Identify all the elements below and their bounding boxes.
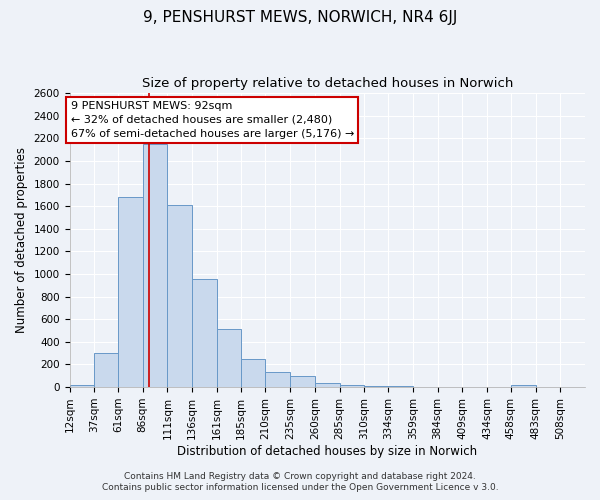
Bar <box>217 330 241 387</box>
Bar <box>463 386 487 387</box>
Bar <box>315 383 340 387</box>
Bar <box>70 385 94 387</box>
Bar <box>511 386 536 387</box>
Text: 9 PENSHURST MEWS: 92sqm
← 32% of detached houses are smaller (2,480)
67% of semi: 9 PENSHURST MEWS: 92sqm ← 32% of detache… <box>71 101 354 139</box>
Y-axis label: Number of detached properties: Number of detached properties <box>15 147 28 333</box>
Bar <box>340 385 364 387</box>
Bar <box>143 144 167 387</box>
Bar <box>290 376 315 387</box>
Bar <box>437 386 463 387</box>
Bar <box>536 386 560 387</box>
X-axis label: Distribution of detached houses by size in Norwich: Distribution of detached houses by size … <box>177 444 478 458</box>
Bar <box>192 278 217 387</box>
Title: Size of property relative to detached houses in Norwich: Size of property relative to detached ho… <box>142 78 513 90</box>
Bar <box>241 360 265 387</box>
Bar <box>364 386 388 387</box>
Bar <box>265 372 290 387</box>
Bar <box>118 197 143 387</box>
Text: 9, PENSHURST MEWS, NORWICH, NR4 6JJ: 9, PENSHURST MEWS, NORWICH, NR4 6JJ <box>143 10 457 25</box>
Bar <box>167 205 192 387</box>
Bar <box>413 386 437 387</box>
Text: Contains HM Land Registry data © Crown copyright and database right 2024.
Contai: Contains HM Land Registry data © Crown c… <box>101 472 499 492</box>
Bar <box>388 386 413 387</box>
Bar <box>94 353 118 387</box>
Bar <box>487 386 511 387</box>
